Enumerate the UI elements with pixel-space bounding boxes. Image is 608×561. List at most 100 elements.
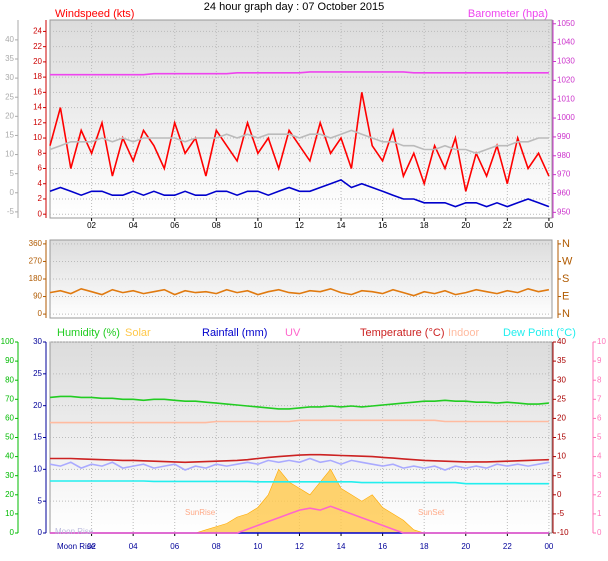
x-tick-label: 08 (212, 221, 221, 230)
line (49, 92, 550, 192)
y-tick-label: 10 (557, 452, 566, 461)
y-tick-label: 35 (5, 54, 14, 63)
y-tick-label: 1030 (557, 57, 575, 66)
y-tick-label: 0 (10, 528, 15, 537)
x-tick-label: 06 (170, 542, 179, 551)
y-tick-label: 80 (5, 375, 14, 384)
y-tick-label: 14 (33, 103, 42, 112)
y-tick-label: 90 (33, 292, 42, 301)
plot-area (49, 19, 553, 219)
x-tick-label: 02 (87, 221, 96, 230)
line (50, 453, 549, 464)
y-tick-label: 20 (557, 414, 566, 423)
plot-area (49, 239, 553, 319)
y-tick-label: W (562, 255, 573, 267)
y-tick-label: 20 (5, 111, 14, 120)
x-tick-label: 14 (337, 221, 346, 230)
y-tick-label: 5 (38, 496, 43, 505)
y-tick-label: E (562, 290, 569, 302)
legend-label: Temperature (°C) (360, 327, 444, 339)
annotation: SunSet (418, 508, 445, 517)
y-tick-label: 3 (597, 471, 602, 480)
y-tick-label: 960 (557, 189, 571, 198)
y-tick-label: 0 (557, 490, 562, 499)
y-tick-label: 1020 (557, 75, 575, 84)
y-tick-label: 0 (38, 209, 43, 218)
y-tick-label: N (562, 308, 570, 320)
x-tick-label: 16 (378, 542, 387, 551)
y-tick-label: 10 (597, 337, 606, 346)
y-tick-label: 0 (38, 528, 43, 537)
legend-label: Humidity (%) (57, 327, 120, 339)
line (49, 457, 550, 471)
x-tick-label: 02 (87, 542, 96, 551)
y-tick-label: 1000 (557, 113, 575, 122)
legend-label: Dew Point (°C) (503, 327, 576, 339)
y-tick-label: 5 (557, 471, 562, 480)
y-tick-label: 25 (557, 394, 566, 403)
legend-label: Windspeed (kts) (55, 8, 134, 20)
y-tick-label: 15 (557, 433, 566, 442)
y-tick-label: 20 (33, 401, 42, 410)
x-tick-label: 20 (461, 542, 470, 551)
y-tick-label: 2 (597, 490, 602, 499)
x-tick-label: 04 (129, 542, 138, 551)
line (49, 129, 549, 155)
y-tick-label: 950 (557, 207, 571, 216)
y-tick-label: 60 (5, 414, 14, 423)
annotation: Moon Rise (57, 542, 96, 551)
y-tick-label: 20 (5, 490, 14, 499)
x-tick-label: 08 (212, 542, 221, 551)
x-tick-label: 16 (378, 221, 387, 230)
x-tick-label: 22 (503, 221, 512, 230)
y-tick-label: 360 (29, 239, 43, 248)
line (50, 71, 549, 76)
y-tick-label: 990 (557, 132, 571, 141)
x-tick-label: 14 (337, 542, 346, 551)
y-tick-label: 22 (33, 42, 42, 51)
y-tick-label: 4 (38, 179, 43, 188)
y-tick-label: 70 (5, 394, 14, 403)
line (49, 287, 550, 297)
y-tick-label: 2 (38, 194, 43, 203)
x-tick-label: 00 (544, 542, 553, 551)
y-tick-label: 10 (33, 464, 42, 473)
x-tick-label: 22 (503, 542, 512, 551)
y-tick-label: 15 (33, 433, 42, 442)
legend-label: Rainfall (mm) (202, 327, 267, 339)
y-tick-label: 9 (597, 356, 602, 365)
y-tick-label: 25 (5, 92, 14, 101)
y-tick-label: 10 (5, 509, 14, 518)
y-tick-label: 16 (33, 87, 42, 96)
y-tick-label: 1040 (557, 38, 575, 47)
y-tick-label: 270 (29, 257, 43, 266)
x-tick-label: 06 (170, 221, 179, 230)
y-tick-label: 1050 (557, 19, 575, 28)
line (50, 419, 549, 424)
y-tick-label: 0 (597, 528, 602, 537)
y-tick-label: 8 (597, 375, 602, 384)
legend-label: Solar (125, 327, 151, 339)
y-tick-label: 5 (10, 169, 15, 178)
x-tick-label: 12 (295, 221, 304, 230)
y-tick-label: 24 (33, 27, 42, 36)
y-tick-label: 6 (38, 164, 43, 173)
x-tick-label: 04 (129, 221, 138, 230)
x-tick-label: 12 (295, 542, 304, 551)
y-tick-label: 30 (5, 73, 14, 82)
legend-label: Barometer (hpa) (468, 8, 548, 20)
y-tick-label: 980 (557, 151, 571, 160)
y-tick-label: 20 (33, 57, 42, 66)
y-tick-label: 1 (597, 509, 602, 518)
line (50, 505, 549, 534)
y-tick-label: 40 (5, 452, 14, 461)
y-tick-label: 8 (38, 148, 43, 157)
y-tick-label: 18 (33, 72, 42, 81)
y-tick-label: S (562, 273, 569, 285)
y-tick-label: 30 (33, 337, 42, 346)
y-tick-label: 7 (597, 394, 602, 403)
y-tick-label: 10 (33, 133, 42, 142)
line (50, 480, 549, 485)
y-tick-label: 10 (5, 150, 14, 159)
